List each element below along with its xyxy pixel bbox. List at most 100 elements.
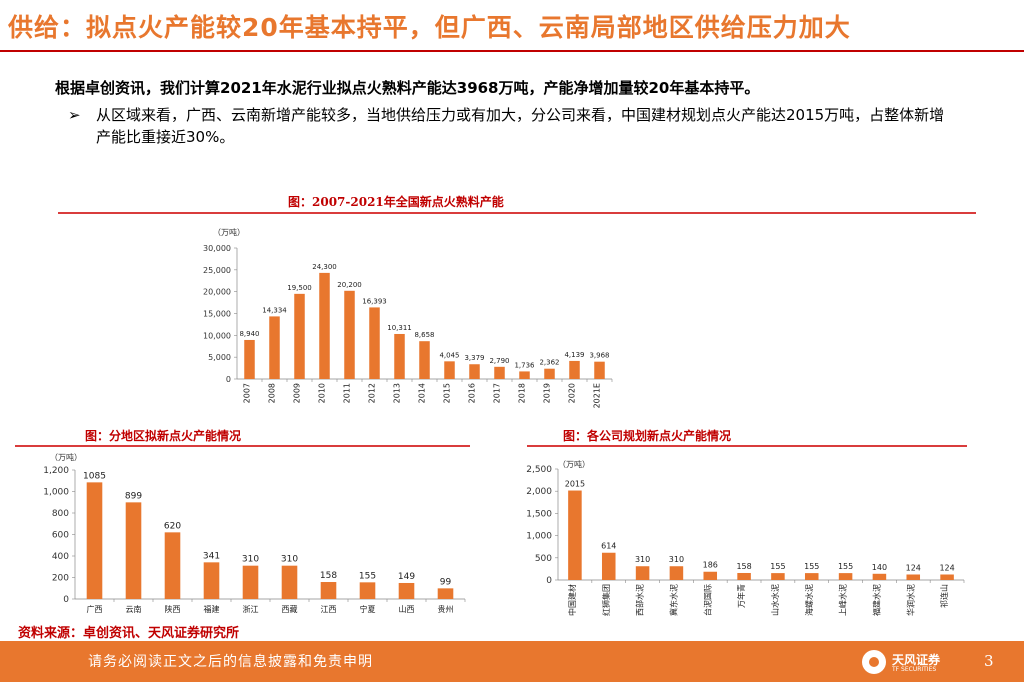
bar-value-label: 2,790 <box>489 357 509 365</box>
bar <box>398 582 415 599</box>
chart2-title: 图：分地区拟新点火产能情况 <box>85 429 242 443</box>
chart3-rule <box>527 445 967 447</box>
x-category-label: 山西 <box>399 604 415 614</box>
x-category-label: 中国建材 <box>567 584 577 616</box>
title-divider <box>0 50 1024 52</box>
brand-name: 天风证券 <box>892 653 941 667</box>
x-category-label: 2008 <box>268 383 277 403</box>
bar <box>771 573 785 580</box>
bar <box>872 573 887 580</box>
bar-value-label: 10,311 <box>387 324 412 332</box>
x-category-label: 西部水泥 <box>635 584 645 616</box>
x-category-label: 2016 <box>468 383 477 403</box>
y-tick-label: 1,000 <box>43 488 69 498</box>
x-category-label: 浙江 <box>243 604 259 614</box>
x-category-label: 山水水泥 <box>770 584 780 616</box>
bar <box>494 366 505 379</box>
y-tick-label: 25,000 <box>203 266 231 275</box>
bar-value-label: 310 <box>242 555 259 565</box>
chart-company-capacity: （万吨） 0 500 1,000 1,500 2,000 2,500 2015 中国建材 614 红… <box>526 459 965 616</box>
bar <box>437 588 454 599</box>
bar-value-label: 4,045 <box>439 351 459 359</box>
y-tick-label: 400 <box>52 552 69 562</box>
x-category-label: 海螺水泥 <box>804 584 814 616</box>
chart1-title: 图：2007-2021年全国新点火熟料产能 <box>288 195 504 209</box>
y-tick-label: 10,000 <box>203 331 231 340</box>
bar <box>294 293 305 379</box>
bar-value-label: 620 <box>164 521 181 531</box>
bar <box>419 341 430 379</box>
bar <box>359 582 376 599</box>
bar-value-label: 8,940 <box>239 330 259 338</box>
y-tick-label: 1,200 <box>43 466 69 476</box>
y-tick-label: 1,500 <box>526 509 552 519</box>
y-tick-label: 30,000 <box>203 244 231 253</box>
x-category-label: 2009 <box>293 383 302 403</box>
x-category-label: 2014 <box>418 383 427 403</box>
bar <box>203 562 220 599</box>
x-category-label: 冀东水泥 <box>668 584 678 616</box>
bar <box>601 552 616 580</box>
chart2-rule <box>15 445 470 447</box>
y-tick-label: 800 <box>52 509 69 519</box>
x-category-label: 红狮集团 <box>601 584 611 616</box>
x-category-label: 西藏 <box>282 604 298 614</box>
bar-value-label: 3,379 <box>464 354 484 362</box>
bar-value-label: 155 <box>838 562 853 571</box>
bar-value-label: 20,200 <box>337 281 362 289</box>
chart1-rule <box>58 212 976 214</box>
bar <box>86 482 103 599</box>
x-category-label: 2012 <box>368 383 377 403</box>
x-category-label: 云南 <box>126 604 142 614</box>
bar-value-label: 1,736 <box>514 361 535 369</box>
x-category-label: 2017 <box>493 383 502 403</box>
brand-name-en: TF SECURITIES <box>892 666 937 673</box>
bar-value-label: 155 <box>359 571 376 581</box>
bar <box>369 307 380 379</box>
source-note: 资料来源：卓创资讯、天风证券研究所 <box>18 626 240 641</box>
y-tick-label: 1,000 <box>526 532 552 542</box>
bar <box>244 339 255 379</box>
x-category-label: 2007 <box>243 383 252 403</box>
x-category-label: 贵州 <box>438 604 454 614</box>
y-tick-label: 5,000 <box>208 353 231 362</box>
chart-region-capacity: （万吨） 0 200 400 600 800 1,000 1,200 1085 广西 899 云南 62… <box>43 452 466 614</box>
bar <box>242 565 259 599</box>
chart-national-capacity: （万吨） 0 5,000 10,000 15,000 20,000 25,000 30,000… <box>203 227 613 408</box>
y-tick-label: 2,000 <box>526 487 552 497</box>
x-category-label: 2011 <box>343 383 352 403</box>
x-category-label: 祁连山 <box>939 584 949 608</box>
x-category-label: 2019 <box>543 383 552 403</box>
y-tick-label: 600 <box>52 531 69 541</box>
bar <box>804 573 819 580</box>
unit-label: （万吨） <box>213 227 245 237</box>
bar-value-label: 310 <box>281 555 298 565</box>
bar <box>906 574 921 580</box>
bar <box>469 364 480 379</box>
bar-value-label: 124 <box>906 563 921 572</box>
y-tick-label: 500 <box>535 554 552 564</box>
bar <box>269 316 280 379</box>
bar-value-label: 158 <box>736 562 751 571</box>
disclaimer-text: 请务必阅读正文之后的信息披露和免责申明 <box>88 654 373 670</box>
x-category-label: 福建 <box>204 604 220 614</box>
y-tick-label: 0 <box>63 595 69 605</box>
intro-text: 根据卓创资讯，我们计算2021年水泥行业拟点火熟料产能达3968万吨，产能净增加… <box>55 79 760 97</box>
x-category-label: 2020 <box>568 383 577 403</box>
bar <box>703 571 718 580</box>
bar <box>838 573 853 580</box>
x-category-label: 2015 <box>443 383 452 403</box>
x-category-label: 台泥国际 <box>702 584 712 616</box>
bar-value-label: 158 <box>320 571 337 581</box>
bar-value-label: 149 <box>398 572 415 582</box>
y-tick-label: 200 <box>52 574 69 584</box>
bar <box>394 333 405 379</box>
bar <box>569 360 580 379</box>
bar <box>669 566 684 580</box>
bar <box>281 565 298 599</box>
bar-value-label: 14,334 <box>262 306 287 314</box>
x-category-label: 陕西 <box>165 604 181 614</box>
x-category-label: 宁夏 <box>360 604 376 614</box>
page-number: 3 <box>984 652 994 670</box>
bar <box>568 490 582 580</box>
